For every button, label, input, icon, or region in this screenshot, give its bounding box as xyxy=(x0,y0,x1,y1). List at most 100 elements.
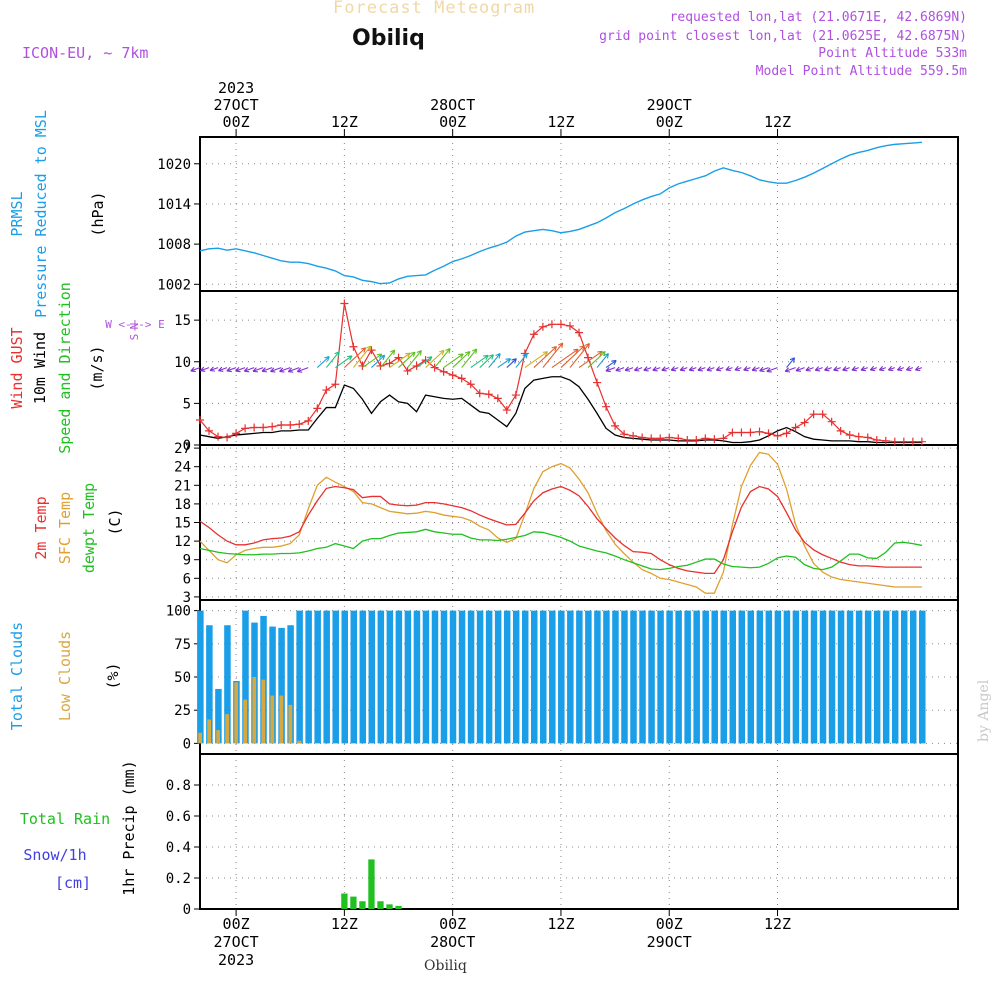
low-cloud-bar xyxy=(279,695,284,744)
y-tick-label: 15 xyxy=(174,313,191,329)
y-tick-label: 6 xyxy=(183,571,191,587)
gust-marker xyxy=(268,422,277,431)
total-cloud-bar xyxy=(783,610,791,744)
wind-direction-arrow xyxy=(706,366,715,372)
wind-direction-arrow xyxy=(434,347,451,368)
total-cloud-bar xyxy=(567,610,574,744)
gust-marker xyxy=(367,346,376,355)
wind-direction-arrow xyxy=(715,366,724,372)
temp-2m-line xyxy=(199,485,922,574)
wind-direction-arrow xyxy=(461,348,478,368)
total-cloud-bar xyxy=(756,610,764,744)
time-label-bottom: 12Z xyxy=(331,915,358,933)
wind-direction-arrow xyxy=(452,350,471,368)
gust-marker xyxy=(782,429,791,438)
time-label-top: 00Z xyxy=(439,113,466,131)
gust-marker xyxy=(656,434,665,443)
gust-marker xyxy=(746,428,755,437)
y-tick-label: 0 xyxy=(183,902,191,918)
gust-marker xyxy=(205,426,214,435)
time-label-top: 28OCT xyxy=(430,96,475,114)
time-label-top: 27OCT xyxy=(214,96,259,114)
y-tick-label: 10 xyxy=(174,355,191,371)
y-tick-label: 75 xyxy=(174,637,191,653)
wind-direction-arrow xyxy=(416,356,433,369)
wind-direction-arrow xyxy=(218,366,228,372)
gust-marker xyxy=(421,356,430,365)
gust-marker xyxy=(593,378,602,387)
gust-marker xyxy=(665,433,674,442)
gust-marker xyxy=(845,431,854,440)
wind-direction-arrow xyxy=(670,366,679,372)
total-cloud-bar xyxy=(909,610,917,744)
wind-direction-arrow xyxy=(784,367,796,373)
temp-unit: (C) xyxy=(106,508,124,535)
gust-marker xyxy=(349,342,358,351)
gust-marker xyxy=(827,417,836,426)
low-cloud-bar xyxy=(288,704,293,744)
time-label-top: 2023 xyxy=(218,79,254,97)
gust-marker xyxy=(692,436,701,445)
wind-dir-title: Speed and Direction xyxy=(56,282,74,454)
gust-marker xyxy=(872,436,881,445)
total-cloud-bar xyxy=(503,610,511,744)
total-clouds-title: Total Clouds xyxy=(8,622,26,730)
total-cloud-bar xyxy=(521,610,529,744)
wind-direction-arrow xyxy=(751,366,760,372)
y-tick-label: 21 xyxy=(174,478,191,494)
gust-marker xyxy=(719,434,728,443)
wind-direction-arrow xyxy=(287,367,300,373)
gust-marker xyxy=(385,359,394,368)
low-cloud-bar xyxy=(243,699,248,744)
gust-marker xyxy=(304,416,313,425)
total-cloud-bar xyxy=(882,610,890,744)
time-label-top: 00Z xyxy=(656,113,683,131)
low-cloud-bar xyxy=(198,732,202,744)
gust-marker xyxy=(430,363,439,372)
total-cloud-bar xyxy=(711,610,718,744)
panel-frame-pressure xyxy=(199,136,959,292)
wind-direction-arrow xyxy=(643,366,652,372)
total-cloud-bar xyxy=(639,610,646,744)
wind-direction-arrow xyxy=(344,347,367,368)
wind-direction-arrow xyxy=(766,367,778,373)
total-cloud-bar xyxy=(350,610,358,744)
gust-marker xyxy=(755,427,764,436)
gust-marker xyxy=(890,437,899,446)
rain-bar xyxy=(359,901,366,909)
time-label-bottom: 12Z xyxy=(764,915,791,933)
gust-marker xyxy=(565,321,574,330)
gust-marker xyxy=(313,404,322,413)
wind-direction-arrow xyxy=(352,345,372,368)
time-label-top: 00Z xyxy=(223,113,250,131)
snow-unit: [cm] xyxy=(55,874,91,892)
total-cloud-bar xyxy=(377,610,385,744)
wind-direction-arrow xyxy=(190,366,201,373)
total-cloud-bar xyxy=(296,610,303,744)
total-cloud-bar xyxy=(837,610,845,744)
time-label-bottom: 29OCT xyxy=(647,933,692,951)
total-cloud-bar xyxy=(612,610,619,744)
low-clouds-title: Low Clouds xyxy=(56,631,74,721)
dewpt-title: dewpt Temp xyxy=(80,483,98,573)
total-cloud-bar xyxy=(846,610,854,744)
wind-direction-arrow xyxy=(887,365,896,372)
y-tick-label: 1020 xyxy=(157,157,191,173)
model-altitude: Model Point Altitude 559.5m xyxy=(755,64,967,79)
y-tick-label: 1008 xyxy=(157,237,191,253)
y-tick-label: 9 xyxy=(183,553,191,569)
time-label-top: 29OCT xyxy=(647,96,692,114)
total-cloud-bar xyxy=(684,610,691,744)
wind-direction-arrow xyxy=(270,367,282,373)
gust-marker xyxy=(439,367,448,376)
gust-marker xyxy=(394,353,403,362)
y-tick-label: 0 xyxy=(183,438,191,454)
total-cloud-bar xyxy=(558,610,565,744)
low-cloud-bar xyxy=(234,682,239,744)
gust-marker xyxy=(259,423,268,432)
gust-marker xyxy=(809,410,818,419)
gust-marker xyxy=(899,437,908,446)
wind-direction-arrow xyxy=(896,365,905,372)
total-cloud-bar xyxy=(747,610,755,744)
dewpt-line xyxy=(199,528,923,571)
